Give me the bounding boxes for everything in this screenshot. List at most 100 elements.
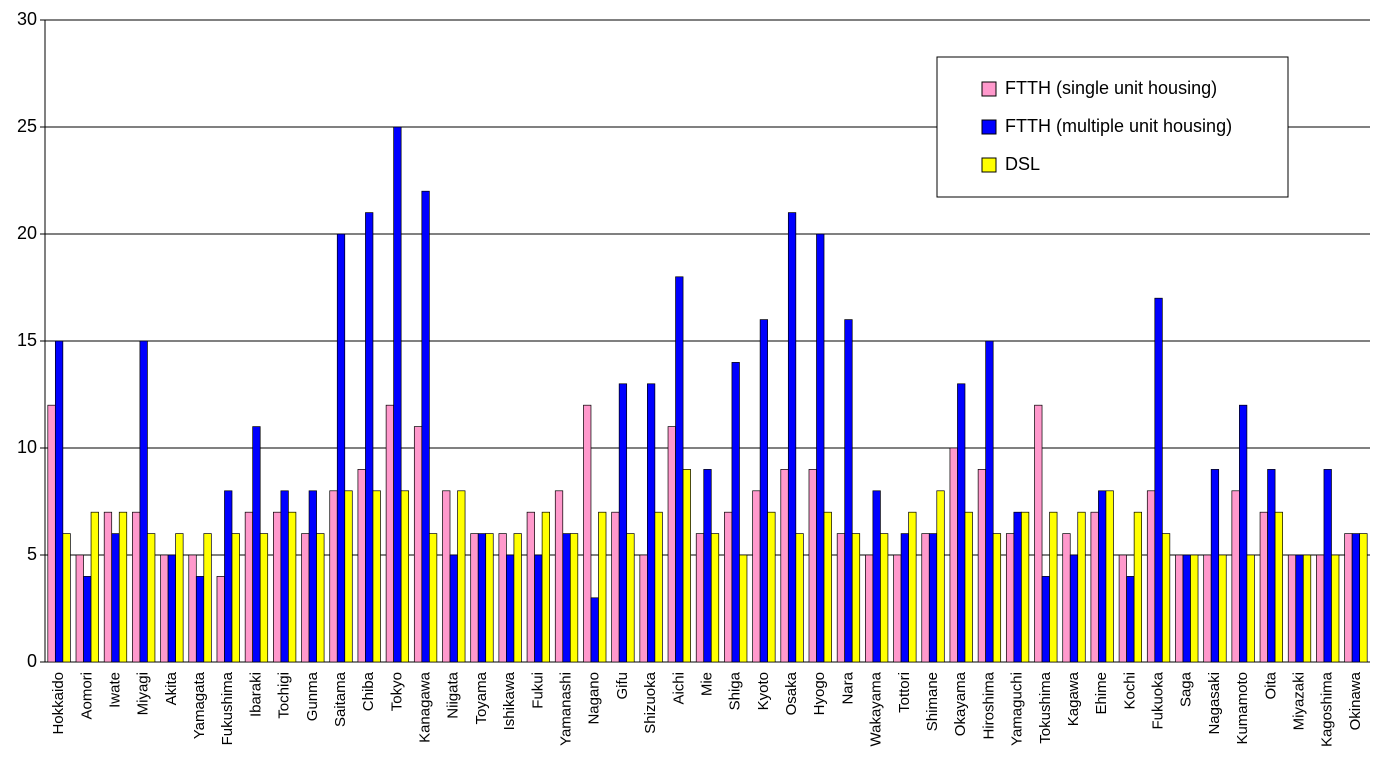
bar (667, 426, 676, 663)
x-tick-label: Aichi (670, 672, 687, 705)
x-tick-label: Ehime (1093, 672, 1110, 715)
bar (457, 490, 466, 663)
bar (1133, 511, 1142, 663)
bar (526, 511, 535, 663)
bar (611, 511, 620, 663)
bar (167, 554, 176, 663)
bar (836, 533, 846, 663)
bar (1287, 554, 1297, 663)
bar (188, 554, 197, 663)
x-tick-label: Nagano (586, 672, 603, 725)
bar (280, 490, 289, 663)
bar (1331, 554, 1340, 663)
bar (513, 533, 522, 663)
bar (224, 490, 233, 663)
x-tick-label: Yamanashi (558, 672, 575, 746)
bar (880, 533, 889, 663)
bar (1246, 554, 1255, 663)
bar (823, 511, 832, 663)
legend-swatch (981, 157, 997, 173)
bar (62, 533, 71, 663)
bar (1295, 554, 1304, 663)
x-tick-label: Iwate (106, 672, 123, 708)
x-tick-label: Nagasaki (1206, 672, 1223, 735)
bar (618, 383, 628, 663)
bar (1098, 490, 1107, 663)
legend-label: DSL (1005, 154, 1040, 174)
bar (759, 319, 768, 663)
bar (288, 511, 297, 663)
bar (992, 533, 1002, 663)
bar (767, 511, 776, 663)
bar (541, 511, 550, 663)
bar (485, 533, 494, 663)
x-tick-label: Akita (163, 671, 180, 705)
bar (336, 233, 346, 663)
bar (1013, 511, 1022, 663)
x-tick-label: Kanagawa (417, 671, 434, 743)
bar (413, 426, 423, 663)
bar (316, 533, 325, 663)
bar (1203, 554, 1212, 663)
bar (893, 554, 902, 663)
bar (1069, 554, 1079, 663)
bar (160, 554, 169, 663)
bar (203, 533, 212, 663)
x-tick-label: Hokkaido (50, 672, 67, 735)
bar (752, 490, 761, 663)
bar (259, 533, 269, 663)
bar (1161, 533, 1171, 663)
x-tick-label: Shizuoka (642, 671, 659, 733)
x-tick-label: Shiga (727, 671, 744, 710)
bar (1259, 511, 1268, 663)
bar (695, 533, 705, 663)
bar (1323, 469, 1332, 663)
bar (816, 233, 825, 663)
bar (506, 554, 515, 663)
bar (1021, 511, 1030, 663)
bar (1316, 554, 1325, 663)
x-tick-label: Shimane (924, 672, 941, 731)
bar (710, 533, 720, 663)
bar (400, 490, 410, 663)
x-tick-label: Fukushima (219, 671, 236, 745)
bar (477, 533, 487, 663)
bar (357, 469, 366, 663)
bar (780, 469, 789, 663)
x-tick-label: Mie (698, 672, 715, 696)
bar (921, 533, 930, 663)
bar (1239, 404, 1248, 663)
x-tick-label: Miyazaki (1290, 672, 1307, 730)
bar (900, 533, 909, 663)
bar (1210, 469, 1220, 663)
bar (442, 490, 451, 663)
bar (449, 554, 458, 663)
bar (675, 276, 684, 663)
bar (1267, 469, 1276, 663)
bar (1190, 554, 1199, 663)
x-tick-label: Hyogo (811, 672, 828, 715)
bar (1090, 511, 1099, 663)
bar (1034, 404, 1043, 663)
legend-swatch (981, 119, 997, 135)
bar (554, 490, 564, 663)
x-tick-label: Kagawa (1065, 671, 1082, 726)
bar (872, 490, 881, 663)
y-tick-label: 0 (27, 651, 37, 671)
bar (498, 533, 507, 663)
x-tick-label: Wakayama (868, 671, 885, 746)
bar (590, 597, 599, 663)
x-tick-label: Kumamoto (1234, 672, 1251, 745)
bar (372, 490, 381, 663)
x-tick-label: Oita (1262, 671, 1279, 699)
bar (626, 533, 635, 663)
bar (1146, 490, 1156, 663)
bar (252, 426, 261, 663)
x-tick-label: Tottori (896, 672, 913, 713)
bar (949, 447, 958, 663)
bar (1154, 297, 1163, 663)
y-tick-label: 5 (27, 544, 37, 564)
bar (865, 554, 874, 663)
